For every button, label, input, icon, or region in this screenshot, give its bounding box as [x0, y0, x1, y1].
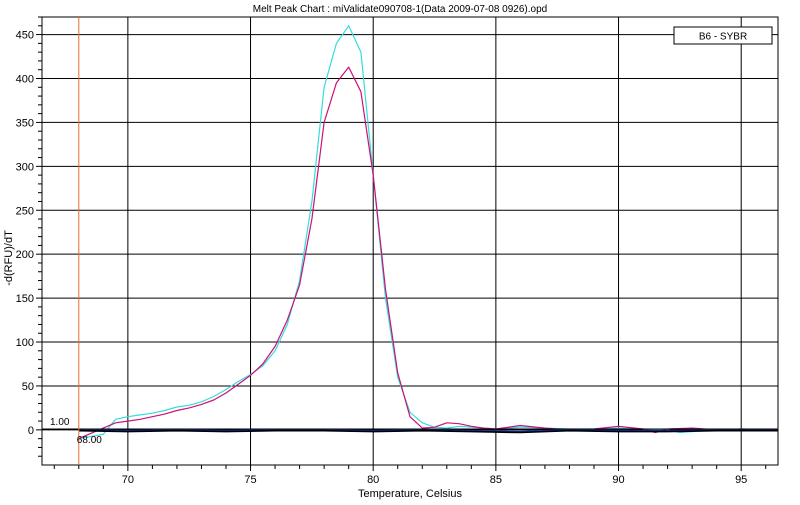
y-axis-ticks: 0 50 100 150 200 250 300 350 400 450: [16, 16, 42, 457]
temperature-marker-label: 68.00: [77, 435, 102, 446]
series-line-2: [78, 66, 779, 440]
y-tick-label: 150: [16, 293, 34, 305]
x-tick-label: 85: [490, 474, 502, 486]
y-tick-label: 250: [16, 205, 34, 217]
legend-box: [673, 26, 773, 45]
plot-frame: [41, 16, 779, 466]
y-tick-label: 0: [28, 425, 34, 437]
series-line-4: [78, 429, 778, 434]
threshold-label: 1.00: [50, 417, 70, 428]
legend-entry: B6 - SYBR: [699, 32, 747, 43]
y-axis-label: -d(RFU)/dT: [3, 230, 15, 286]
plot-area: 1.00 68.00: [41, 16, 779, 466]
x-tick-label: 80: [367, 474, 379, 486]
grid-layer: [42, 17, 778, 465]
x-axis-label: Temperature, Celsius: [358, 488, 462, 500]
legend: B6 - SYBR: [673, 26, 773, 45]
overlay-layer: 1.00 68.00: [42, 17, 778, 465]
x-tick-label: 70: [122, 474, 134, 486]
y-tick-label: 100: [16, 337, 34, 349]
y-tick-label: 350: [16, 117, 34, 129]
y-tick-label: 400: [16, 73, 34, 85]
series-line-3: [78, 429, 778, 433]
y-tick-label: 450: [16, 30, 34, 42]
x-tick-label: 75: [244, 474, 256, 486]
chart-title: Melt Peak Chart : miValidate090708-1(Dat…: [253, 4, 547, 15]
x-axis-ticks: 70 75 80 85 90 95: [53, 465, 767, 486]
y-tick-label: 50: [22, 381, 34, 393]
x-tick-label: 95: [735, 474, 747, 486]
y-tick-label: 300: [16, 161, 34, 173]
x-tick-label: 90: [612, 474, 624, 486]
y-tick-label: 200: [16, 249, 34, 261]
